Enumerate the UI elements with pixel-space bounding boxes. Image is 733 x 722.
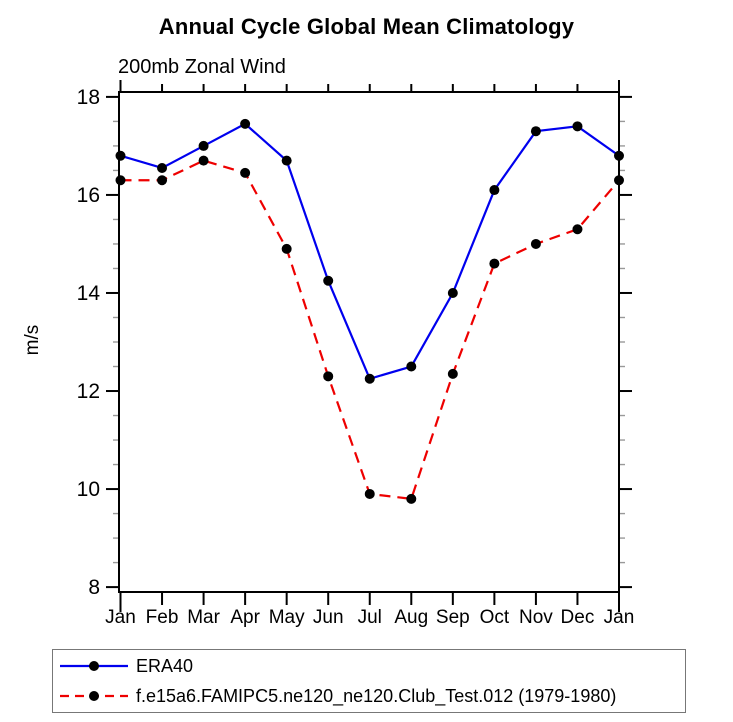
- x-tick-label: Jul: [358, 607, 382, 628]
- series-line-0: [120, 122, 620, 381]
- data-point-marker: [198, 155, 209, 166]
- y-tick-label: 12: [77, 380, 100, 403]
- y-axis-tick-labels: 8 10 12 14 16 18: [77, 86, 101, 599]
- data-point-marker: [406, 361, 417, 372]
- data-point-marker: [364, 373, 375, 384]
- x-tick-label: Jan: [105, 607, 136, 628]
- data-point-marker: [614, 150, 624, 161]
- data-point-marker: [489, 185, 500, 196]
- data-point-marker: [572, 121, 583, 132]
- data-point-marker: [115, 150, 126, 161]
- x-tick-label: Mar: [187, 607, 220, 628]
- x-tick-label: Oct: [480, 607, 510, 628]
- data-point-marker: [240, 118, 251, 129]
- series-markers-1: [115, 155, 624, 504]
- data-point-marker: [323, 275, 334, 286]
- legend: ERA40 f.e15a6.FAMIPC5.ne120_ne120.Club_T…: [52, 649, 686, 713]
- x-axis-ticks: [119, 80, 620, 612]
- data-point-marker: [157, 162, 168, 173]
- data-point-marker: [157, 175, 168, 186]
- data-point-marker: [406, 493, 417, 504]
- legend-item-era40: ERA40: [58, 651, 685, 681]
- legend-sample-solid-line: [60, 661, 128, 671]
- series-markers-0: [115, 118, 624, 384]
- data-point-marker: [198, 140, 209, 151]
- y-tick-label: 18: [77, 86, 100, 109]
- legend-sample-dashed-line: [60, 691, 128, 701]
- legend-item-model-run: f.e15a6.FAMIPC5.ne120_ne120.Club_Test.01…: [58, 681, 685, 711]
- x-tick-label: Jun: [313, 607, 344, 628]
- y-tick-label: 14: [77, 282, 101, 305]
- data-point-marker: [364, 488, 375, 499]
- y-tick-label: 8: [88, 576, 100, 599]
- legend-label-era40: ERA40: [136, 655, 194, 676]
- x-axis-tick-labels: Jan Feb Mar Apr May Jun Jul Aug Sep Oct Nov Dec Jan: [105, 607, 634, 628]
- x-tick-label: Sep: [436, 607, 470, 628]
- plot-box: [118, 91, 620, 593]
- series-line-1: [120, 159, 620, 501]
- data-point-marker: [323, 371, 334, 382]
- data-point-marker: [115, 175, 126, 186]
- x-tick-label: Apr: [230, 607, 260, 628]
- chart-subtitle: 200mb Zonal Wind: [118, 56, 286, 78]
- legend-label-model-run: f.e15a6.FAMIPC5.ne120_ne120.Club_Test.01…: [136, 685, 617, 706]
- chart-title: Annual Cycle Global Mean Climatology: [158, 14, 575, 39]
- data-point-marker: [614, 175, 624, 186]
- data-point-marker: [240, 167, 251, 178]
- data-point-marker: [489, 258, 500, 269]
- x-tick-label: Dec: [561, 607, 595, 628]
- data-point-marker: [572, 224, 583, 235]
- x-tick-label: Feb: [146, 607, 179, 628]
- data-point-marker: [281, 243, 292, 254]
- data-point-marker: [281, 155, 292, 166]
- y-tick-label: 16: [77, 184, 100, 207]
- data-point-marker: [447, 287, 458, 298]
- x-tick-label: Jan: [604, 607, 635, 628]
- data-point-marker: [530, 238, 541, 249]
- data-point-marker: [530, 126, 541, 137]
- x-tick-label: Nov: [519, 607, 553, 628]
- y-tick-label: 10: [77, 478, 100, 501]
- y-axis-major-ticks: [106, 95, 632, 589]
- x-tick-label: May: [269, 607, 305, 628]
- x-tick-label: Aug: [394, 607, 428, 628]
- data-point-marker: [447, 368, 458, 379]
